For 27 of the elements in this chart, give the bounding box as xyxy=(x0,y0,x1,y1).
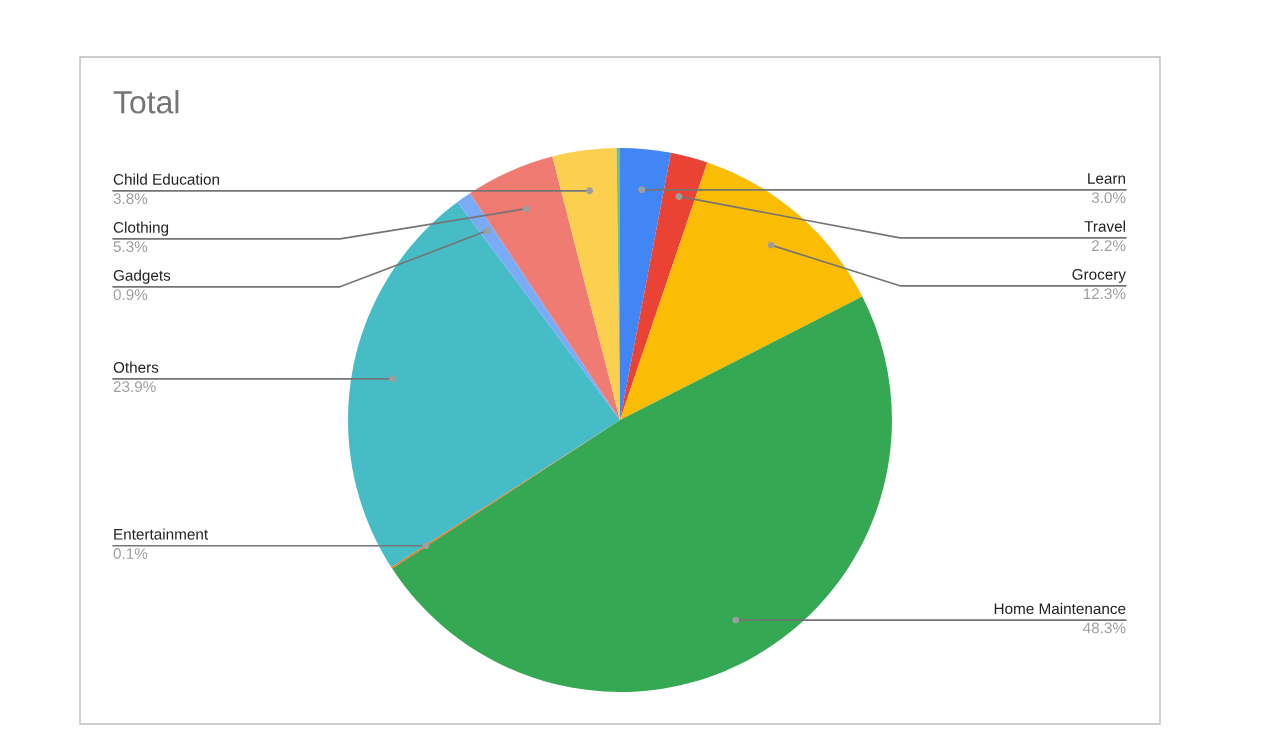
slice-label: Others xyxy=(113,361,159,373)
slice-label: Learn xyxy=(1088,173,1126,184)
slice-label: Gadgets xyxy=(113,269,171,284)
pie-slice xyxy=(457,193,620,420)
slice-label: Child Education xyxy=(113,173,220,185)
slice-label: Clothing xyxy=(113,221,169,236)
data-label: 23.9% xyxy=(113,381,156,393)
pie-slice xyxy=(552,148,620,420)
pie-slice xyxy=(392,296,892,692)
slice-label: Entertainment xyxy=(114,528,208,540)
pie-slice xyxy=(348,201,620,568)
data-label: 5.3% xyxy=(113,241,148,253)
data-label: 3.8% xyxy=(113,193,148,205)
slice-label: Travel xyxy=(1084,220,1125,232)
pie-slice xyxy=(469,156,620,420)
data-label: 0.1% xyxy=(113,548,148,559)
data-label: 12.3% xyxy=(1083,288,1126,300)
pie-slice xyxy=(620,148,671,420)
slice-label: Grocery xyxy=(1072,268,1126,283)
pie-slice xyxy=(620,152,708,420)
data-label: 48.3% xyxy=(1083,622,1126,634)
slice-label: Home Maintenance xyxy=(994,602,1126,615)
chart-title: Total xyxy=(113,90,179,114)
data-label: 0.9% xyxy=(113,289,148,301)
pie-slice xyxy=(620,162,863,420)
data-label: 2.2% xyxy=(1091,240,1126,251)
data-label: 3.0% xyxy=(1091,192,1126,204)
